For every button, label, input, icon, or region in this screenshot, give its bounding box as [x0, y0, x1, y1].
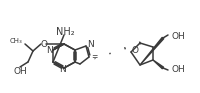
Text: NH₂: NH₂ — [56, 27, 74, 37]
Text: O: O — [41, 40, 48, 49]
Text: O: O — [132, 46, 138, 55]
Text: N: N — [46, 45, 52, 54]
Text: CH₃: CH₃ — [9, 38, 22, 44]
Text: =: = — [91, 53, 97, 61]
Text: N: N — [87, 40, 93, 49]
Polygon shape — [153, 60, 164, 69]
Polygon shape — [140, 37, 164, 65]
Text: N: N — [59, 65, 65, 73]
Text: OH: OH — [171, 65, 185, 73]
Text: OH: OH — [171, 32, 185, 40]
Text: OH: OH — [13, 66, 27, 76]
